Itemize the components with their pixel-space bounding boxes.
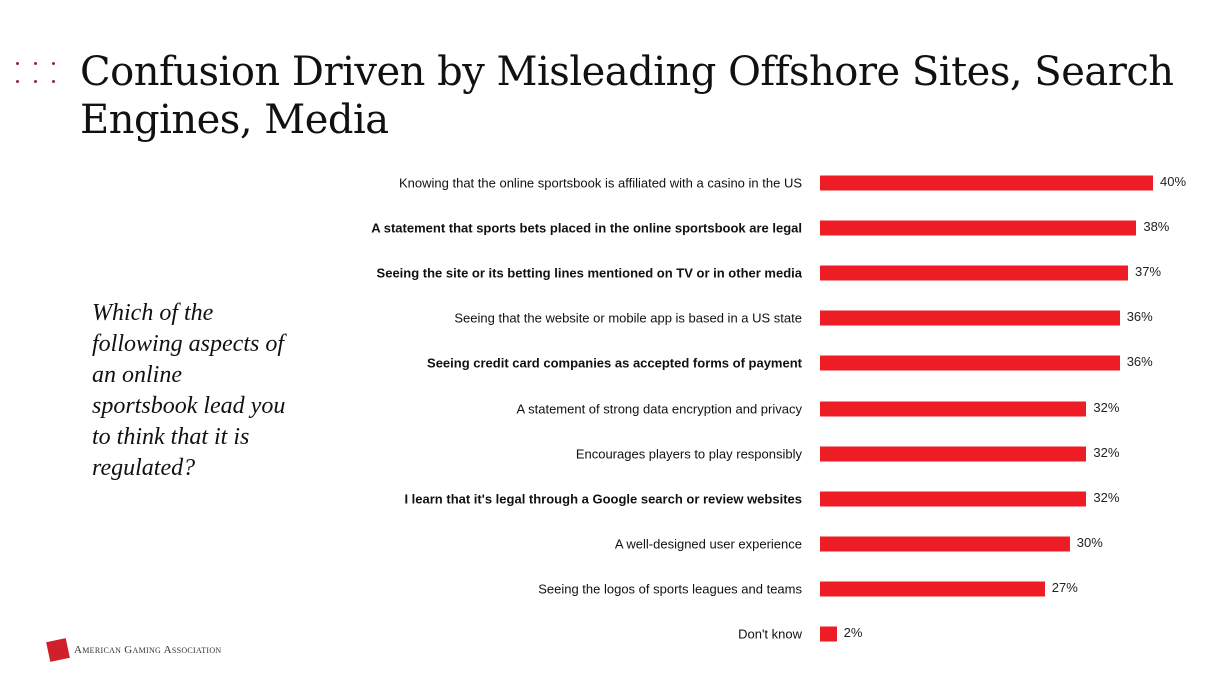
aga-logo-mark-icon — [46, 638, 70, 662]
data-label: 30% — [1076, 534, 1103, 550]
data-label: 36% — [1126, 354, 1153, 370]
bar — [820, 446, 1087, 462]
data-label: 36% — [1126, 309, 1153, 325]
bar — [820, 175, 1153, 191]
category-label: Knowing that the online sportsbook is af… — [399, 175, 802, 191]
data-label: 32% — [1093, 444, 1120, 460]
category-label: Seeing credit card companies as accepted… — [427, 355, 802, 371]
category-label: I learn that it's legal through a Google… — [404, 491, 802, 507]
bar — [820, 220, 1137, 236]
data-label: 40% — [1160, 174, 1187, 189]
data-label: 32% — [1093, 489, 1120, 505]
category-label: Seeing that the website or mobile app is… — [454, 310, 802, 326]
data-label: 2% — [843, 625, 863, 640]
bar — [820, 355, 1120, 371]
category-label: Seeing the site or its betting lines men… — [376, 265, 802, 281]
bar — [820, 310, 1120, 326]
data-label: 38% — [1143, 219, 1170, 235]
survey-question: Which of the following aspects of an onl… — [92, 300, 286, 481]
slide-title: Confusion Driven by Misleading Offshore … — [80, 49, 1174, 143]
category-label: A statement of strong data encryption an… — [516, 401, 802, 416]
bar — [820, 626, 837, 642]
bar — [820, 265, 1129, 281]
bar — [820, 581, 1045, 597]
category-label: Encourages players to play responsibly — [575, 446, 802, 462]
category-label: Don't know — [738, 626, 802, 642]
data-label: 32% — [1093, 399, 1120, 415]
data-label: 37% — [1135, 264, 1162, 280]
bar — [820, 536, 1070, 552]
category-label: A well-designed user experience — [614, 536, 802, 552]
aga-logo-text: American Gaming Association — [74, 644, 222, 656]
category-label: A statement that sports bets placed in t… — [371, 220, 802, 236]
aga-logo: American Gaming Association — [46, 638, 222, 662]
decorative-dots — [14, 60, 68, 90]
bar — [820, 401, 1087, 416]
category-label: Seeing the logos of sports leagues and t… — [538, 581, 802, 597]
data-label: 27% — [1051, 579, 1078, 595]
bar — [820, 491, 1087, 507]
